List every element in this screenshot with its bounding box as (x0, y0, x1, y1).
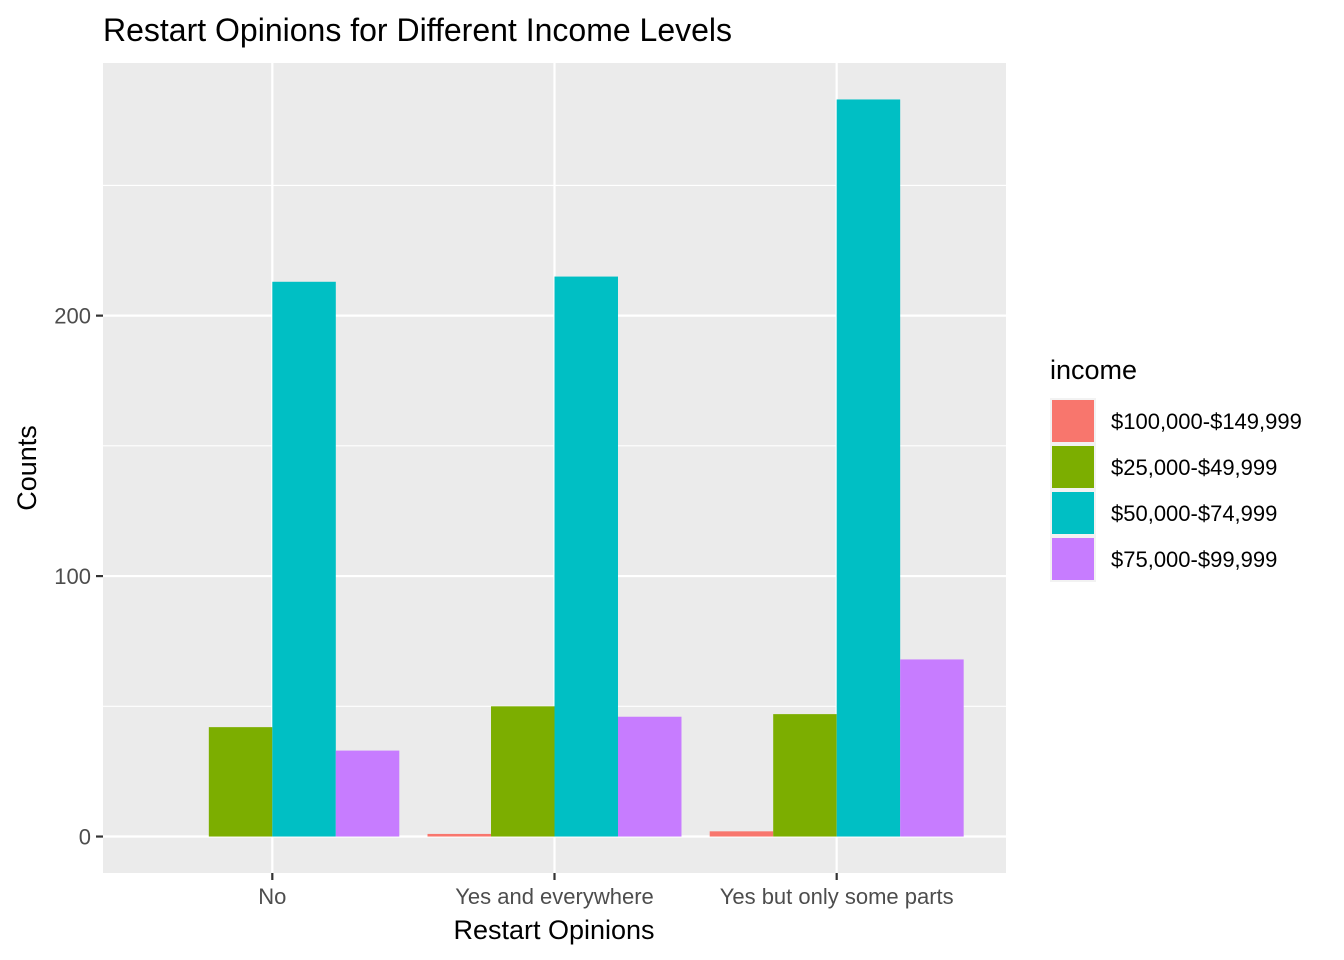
y-axis-title: Counts (12, 425, 42, 511)
bar (272, 281, 336, 837)
x-tick-label: Yes and everywhere (455, 884, 654, 909)
bar (709, 831, 774, 837)
legend-label: $50,000-$74,999 (1111, 501, 1277, 526)
bar (208, 727, 273, 837)
legend-swatch (1052, 538, 1094, 580)
legend-label: $25,000-$49,999 (1111, 455, 1277, 480)
y-tick-label: 100 (54, 564, 91, 589)
y-tick-label: 200 (54, 304, 91, 329)
legend-label: $100,000-$149,999 (1111, 409, 1302, 434)
y-tick-label: 0 (79, 825, 91, 850)
chart-title: Restart Opinions for Different Income Le… (103, 12, 732, 48)
x-axis: No Yes and everywhere Yes but only some pa… (258, 873, 954, 909)
x-axis-title: Restart Opinions (453, 915, 654, 945)
bars (208, 99, 964, 837)
bar (900, 659, 964, 837)
legend-swatch (1052, 492, 1094, 534)
legend-label: $75,000-$99,999 (1111, 547, 1277, 572)
bar (617, 716, 682, 837)
bar (773, 714, 837, 837)
legend-swatch (1052, 400, 1094, 442)
bar (427, 833, 492, 837)
bar (491, 706, 555, 837)
x-tick-label: Yes but only some parts (720, 884, 954, 909)
bar (335, 750, 400, 837)
x-tick-label: No (258, 884, 286, 909)
bar (836, 99, 901, 837)
legend: income $100,000-$149,999 $25,000-$49,999 $… (1050, 355, 1302, 582)
legend-title: income (1050, 355, 1137, 385)
legend-swatch (1052, 446, 1094, 488)
y-axis: 0 100 200 (54, 304, 103, 850)
bar (554, 276, 618, 837)
